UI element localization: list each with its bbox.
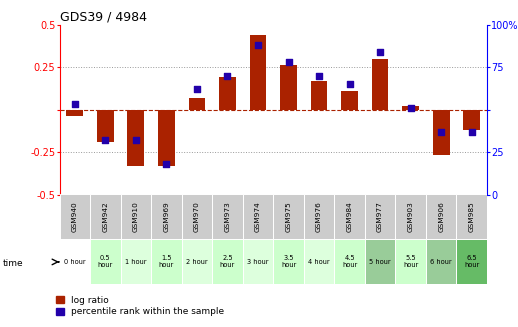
Bar — [365, 194, 395, 239]
Text: GSM910: GSM910 — [133, 201, 139, 232]
Text: 4.5
hour: 4.5 hour — [342, 255, 357, 268]
Text: GDS39 / 4984: GDS39 / 4984 — [60, 10, 147, 23]
Bar — [182, 239, 212, 284]
Legend: log ratio, percentile rank within the sample: log ratio, percentile rank within the sa… — [56, 296, 224, 316]
Bar — [182, 194, 212, 239]
Point — [254, 42, 262, 47]
Point — [407, 105, 415, 111]
Bar — [334, 239, 365, 284]
Bar — [426, 194, 456, 239]
Bar — [395, 239, 426, 284]
Bar — [250, 35, 266, 110]
Text: GSM940: GSM940 — [72, 201, 78, 232]
Bar — [334, 194, 365, 239]
Bar — [463, 110, 480, 130]
Text: GSM906: GSM906 — [438, 201, 444, 232]
Bar — [456, 194, 487, 239]
Text: GSM984: GSM984 — [347, 201, 353, 232]
Text: GSM977: GSM977 — [377, 201, 383, 232]
Text: GSM969: GSM969 — [163, 201, 169, 232]
Bar — [121, 239, 151, 284]
Bar — [273, 239, 304, 284]
Point — [70, 102, 79, 107]
Bar — [127, 110, 145, 166]
Text: 1 hour: 1 hour — [125, 259, 147, 265]
Point — [101, 138, 109, 143]
Text: GSM903: GSM903 — [408, 201, 413, 232]
Point — [346, 81, 354, 87]
Text: 2 hour: 2 hour — [186, 259, 208, 265]
Bar — [90, 194, 121, 239]
Bar — [90, 239, 121, 284]
Text: 5 hour: 5 hour — [369, 259, 391, 265]
Text: 6.5
hour: 6.5 hour — [464, 255, 479, 268]
Bar — [304, 239, 334, 284]
Bar — [212, 239, 243, 284]
Text: 5.5
hour: 5.5 hour — [403, 255, 418, 268]
Text: time: time — [3, 259, 23, 268]
Text: GSM975: GSM975 — [285, 201, 292, 232]
Point — [223, 73, 232, 78]
Bar — [219, 77, 236, 110]
Text: 6 hour: 6 hour — [430, 259, 452, 265]
Bar — [189, 98, 205, 110]
Point — [315, 73, 323, 78]
Point — [376, 49, 384, 54]
Bar — [311, 81, 327, 110]
Bar — [280, 65, 297, 110]
Text: GSM942: GSM942 — [103, 201, 108, 232]
Bar — [433, 110, 450, 155]
Text: 1.5
hour: 1.5 hour — [159, 255, 174, 268]
Text: GSM970: GSM970 — [194, 201, 200, 232]
Text: 4 hour: 4 hour — [308, 259, 330, 265]
Bar — [365, 239, 395, 284]
Point — [468, 129, 476, 134]
Text: 3 hour: 3 hour — [247, 259, 269, 265]
Bar — [151, 239, 182, 284]
Bar — [273, 194, 304, 239]
Text: 2.5
hour: 2.5 hour — [220, 255, 235, 268]
Bar — [402, 106, 419, 110]
Bar — [212, 194, 243, 239]
Text: 0.5
hour: 0.5 hour — [98, 255, 113, 268]
Point — [284, 59, 293, 64]
Bar — [60, 239, 90, 284]
Point — [132, 138, 140, 143]
Point — [437, 129, 445, 134]
Bar — [304, 194, 334, 239]
Bar — [97, 110, 114, 142]
Bar — [151, 194, 182, 239]
Text: GSM985: GSM985 — [469, 201, 474, 232]
Bar — [456, 239, 487, 284]
Text: 0 hour: 0 hour — [64, 259, 85, 265]
Bar — [66, 110, 83, 116]
Bar — [60, 194, 90, 239]
Bar — [341, 91, 358, 110]
Bar — [121, 194, 151, 239]
Point — [193, 87, 201, 92]
Bar — [243, 194, 273, 239]
Bar — [243, 239, 273, 284]
Text: GSM974: GSM974 — [255, 201, 261, 232]
Text: 3.5
hour: 3.5 hour — [281, 255, 296, 268]
Text: GSM973: GSM973 — [224, 201, 231, 232]
Bar — [426, 239, 456, 284]
Bar — [372, 59, 388, 110]
Text: GSM976: GSM976 — [316, 201, 322, 232]
Bar — [158, 110, 175, 166]
Bar — [395, 194, 426, 239]
Point — [162, 161, 170, 166]
